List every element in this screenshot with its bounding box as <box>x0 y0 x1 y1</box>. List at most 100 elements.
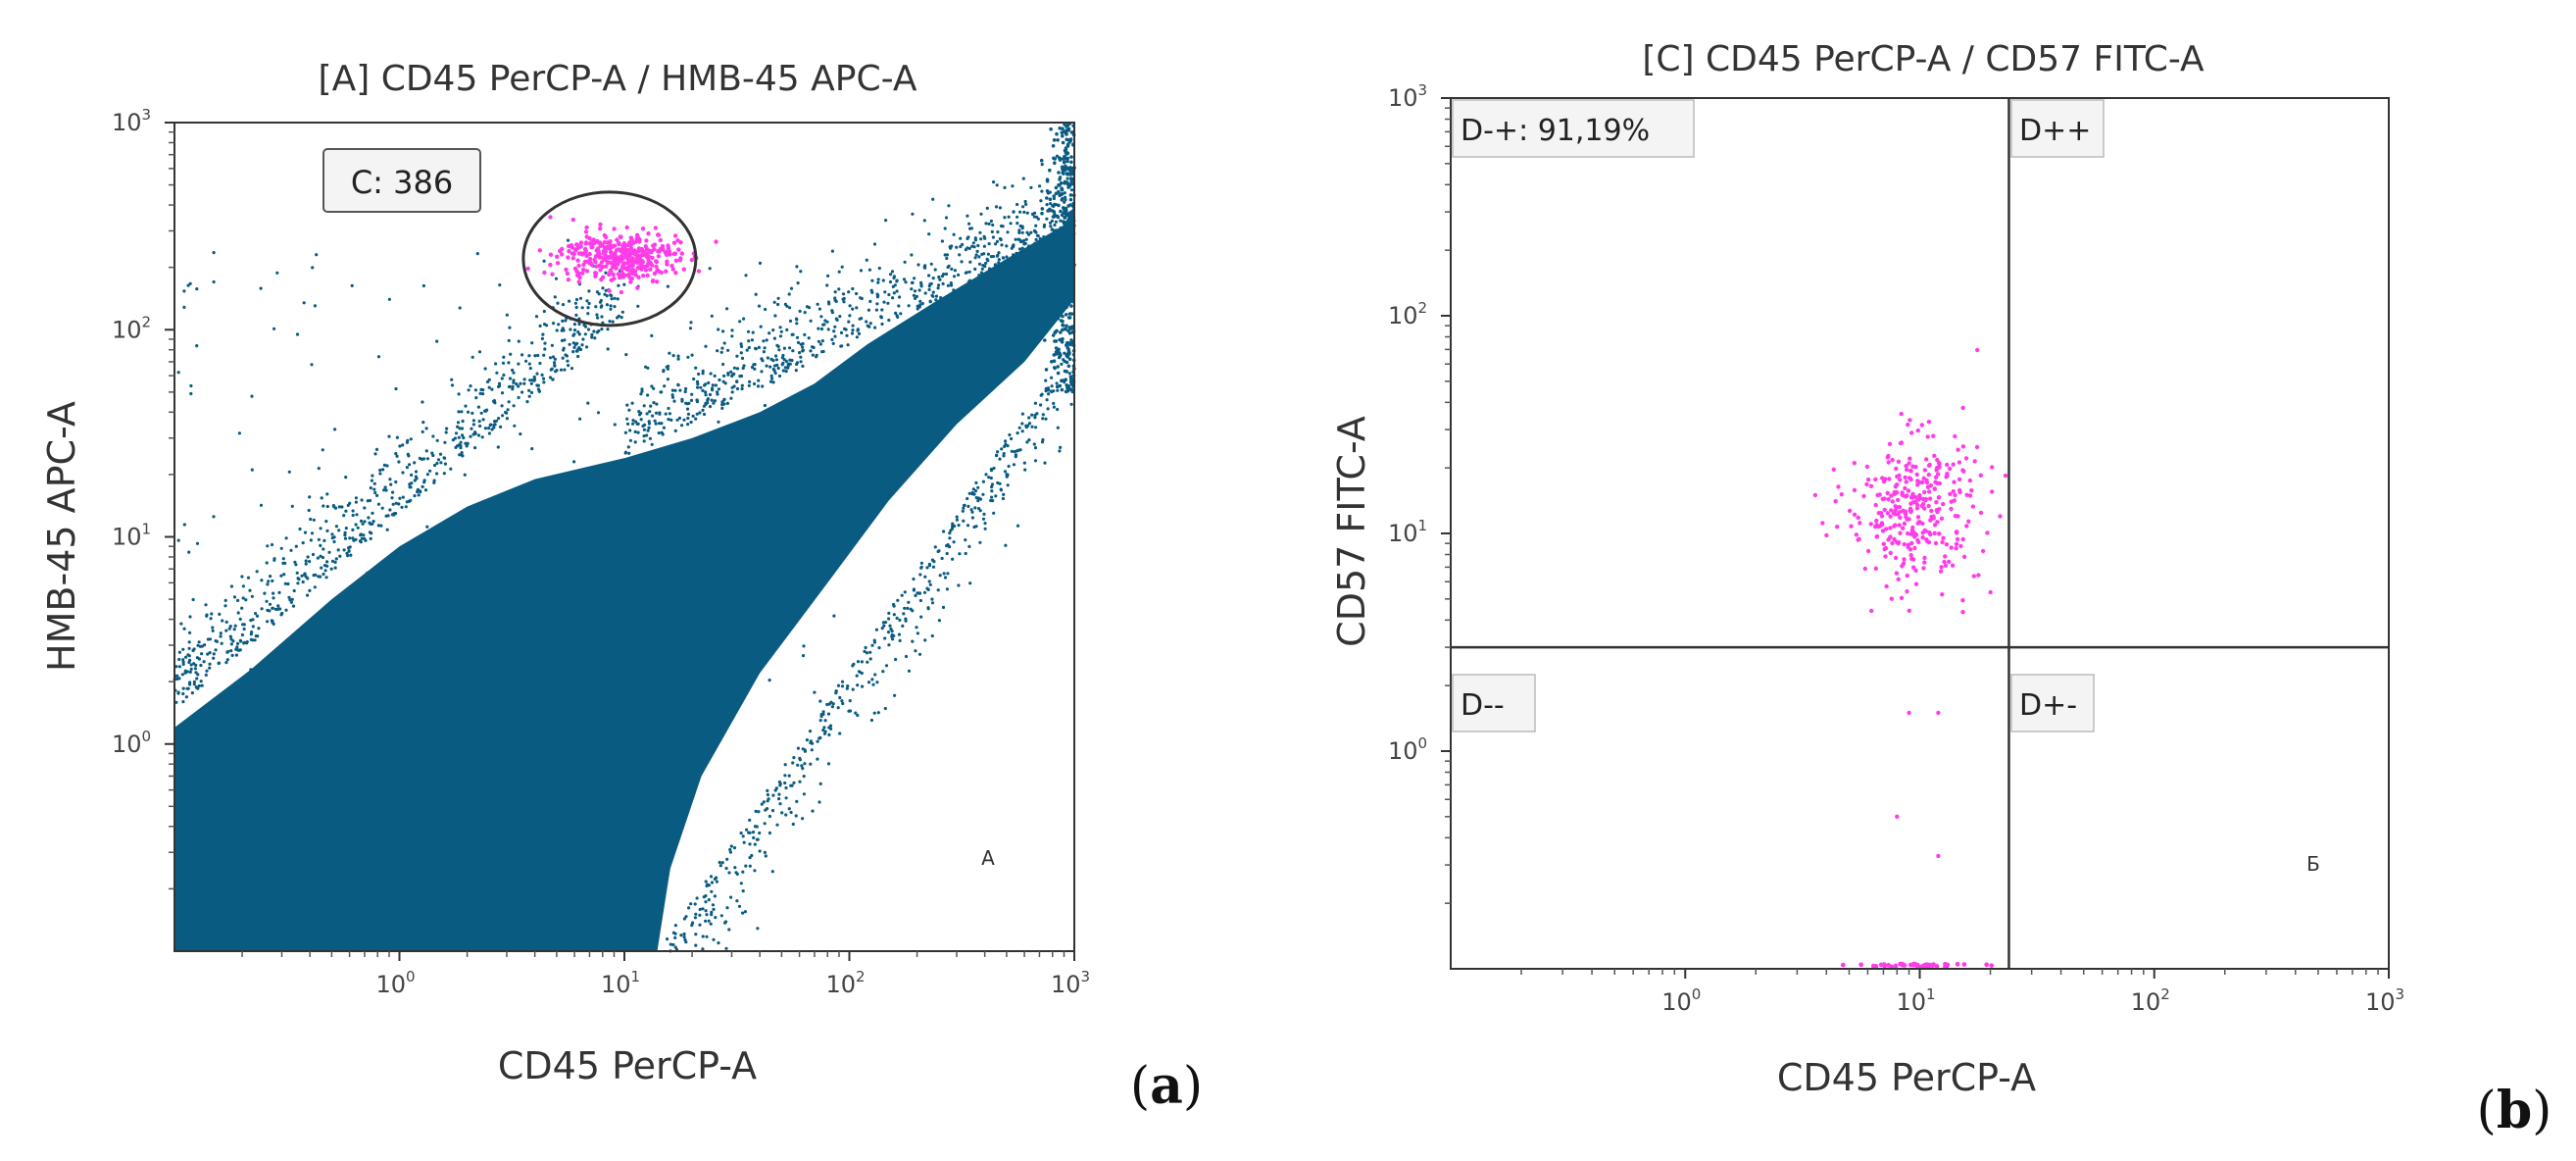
main-population-event <box>928 299 932 303</box>
main-population-event <box>890 634 894 638</box>
main-population-event <box>198 644 202 648</box>
main-population-event <box>945 256 949 261</box>
panel-b-y-tick-label: 100 <box>1388 734 1427 765</box>
main-population-event <box>936 588 940 592</box>
main-population-event <box>930 597 934 601</box>
gated-event <box>1852 512 1858 517</box>
main-population-event <box>957 524 961 528</box>
main-population-event <box>609 304 613 308</box>
main-population-event <box>916 631 920 635</box>
main-population-event <box>192 680 196 683</box>
main-population-event <box>841 292 846 296</box>
main-population-event <box>715 880 719 883</box>
gated-event <box>1900 490 1905 495</box>
main-population-event <box>1069 172 1074 177</box>
main-population-event <box>743 910 748 914</box>
main-population-event <box>1052 401 1056 405</box>
main-population-event <box>711 383 715 387</box>
main-population-event <box>686 412 691 416</box>
gated-event <box>656 254 662 259</box>
gated-event <box>1957 487 1962 493</box>
main-population-event <box>759 530 763 534</box>
main-population-event <box>1068 203 1072 207</box>
gated-event <box>1939 516 1945 521</box>
gated-event <box>652 271 658 277</box>
main-population-event <box>997 258 1001 262</box>
main-population-event <box>1001 496 1005 501</box>
gated-event <box>1886 460 1891 465</box>
gated-event <box>1905 467 1909 473</box>
main-population-event <box>1041 413 1045 417</box>
main-population-event <box>936 549 940 554</box>
main-population-event <box>762 800 766 804</box>
main-population-event <box>722 374 726 378</box>
main-population-event <box>304 559 308 563</box>
gated-event <box>574 273 580 278</box>
gated-event <box>576 263 581 269</box>
main-population-event <box>982 252 986 256</box>
gated-event <box>1893 555 1899 561</box>
gated-event <box>1861 493 1866 499</box>
main-population-event <box>1027 422 1032 426</box>
main-population-event <box>584 656 589 661</box>
main-population-event <box>795 335 800 339</box>
gated-event <box>1904 464 1908 469</box>
main-population-event <box>206 637 210 641</box>
main-population-event <box>1065 389 1070 393</box>
main-population-event <box>399 549 403 553</box>
main-population-event <box>460 453 464 457</box>
main-population-event <box>746 329 751 333</box>
gate-c-ellipse[interactable] <box>521 190 698 328</box>
main-population-event <box>289 600 293 604</box>
main-population-event <box>370 479 373 482</box>
main-population-event <box>1057 171 1061 175</box>
gated-event <box>635 285 640 290</box>
main-population-event <box>211 626 215 630</box>
main-population-event <box>1064 378 1067 382</box>
main-population-event <box>729 844 733 848</box>
main-population-event <box>1067 252 1072 256</box>
gated-event <box>1961 962 1967 967</box>
main-population-event <box>431 453 435 458</box>
main-population-event <box>926 587 930 592</box>
main-population-event <box>711 386 715 390</box>
main-population-event <box>1058 296 1063 301</box>
main-population-event <box>887 617 891 621</box>
gated-event <box>689 257 695 263</box>
main-population-event <box>785 449 789 454</box>
main-population-event <box>205 613 209 617</box>
main-population-event <box>692 377 696 381</box>
gated-event <box>1953 492 1957 498</box>
gated-event <box>658 237 663 243</box>
gated-event <box>648 267 653 272</box>
main-population-event <box>996 230 1000 234</box>
gated-event <box>1913 568 1918 573</box>
main-population-event <box>848 709 853 713</box>
main-population-event <box>636 430 640 434</box>
main-population-event <box>188 281 192 285</box>
main-population-event <box>577 317 581 321</box>
main-population-event <box>774 358 779 362</box>
main-population-event <box>725 857 729 861</box>
main-population-event <box>966 235 970 239</box>
main-population-event <box>775 823 779 827</box>
main-population-event <box>406 452 410 456</box>
gated-event <box>615 237 619 242</box>
main-population-event <box>867 308 871 312</box>
main-population-event <box>710 910 714 915</box>
main-population-event <box>281 557 285 561</box>
main-population-event <box>505 417 510 421</box>
main-population-event <box>709 875 714 879</box>
main-population-event <box>704 393 708 397</box>
main-population-event <box>1025 211 1029 215</box>
main-population-event <box>886 631 891 634</box>
main-population-event <box>1065 151 1070 156</box>
main-population-event <box>1065 324 1068 328</box>
gated-event <box>1953 433 1957 439</box>
main-population-event <box>251 625 255 629</box>
main-population-event <box>435 472 439 476</box>
main-population-event <box>1051 144 1056 148</box>
main-population-event <box>890 270 895 274</box>
main-population-event <box>483 367 487 371</box>
main-population-event <box>964 248 968 252</box>
